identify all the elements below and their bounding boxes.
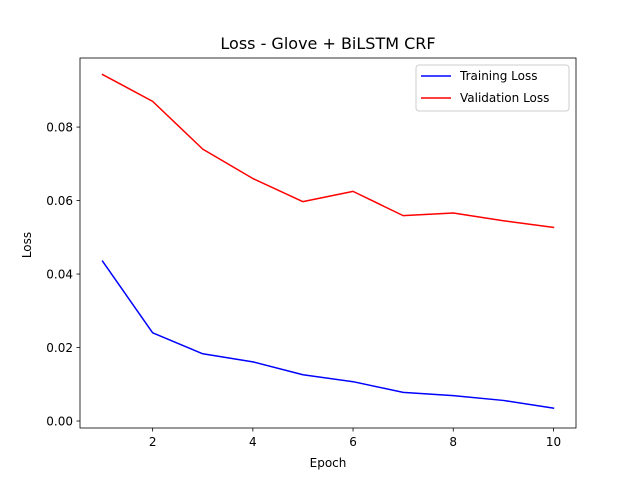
series-line-validation-loss: [101, 73, 555, 229]
x-tick-label: 4: [249, 435, 257, 449]
x-tick-label: 8: [449, 435, 457, 449]
plot-frame: [79, 57, 577, 429]
plot-series: [101, 73, 555, 410]
y-tick-label: 0.02: [46, 341, 73, 355]
x-tick-label: 2: [149, 435, 157, 449]
x-tick-label: 6: [349, 435, 357, 449]
y-axis-ticks: 0.00 0.02 0.04 0.06 0.08: [46, 121, 80, 429]
y-axis-label: Loss: [20, 232, 34, 258]
legend: Training Loss Validation Loss: [415, 64, 570, 112]
y-tick-label: 0.00: [46, 415, 73, 429]
legend-label-training-loss: Training Loss: [459, 69, 537, 83]
y-tick-label: 0.06: [46, 194, 73, 208]
x-tick-label: 10: [546, 435, 561, 449]
legend-box: [415, 64, 570, 112]
chart-title: Loss - Glove + BiLSTM CRF: [220, 34, 435, 53]
y-tick-label: 0.08: [46, 121, 73, 135]
y-tick-label: 0.04: [46, 268, 73, 282]
series-line-training-loss: [101, 260, 555, 410]
x-axis-ticks: 2 4 6 8 10: [149, 428, 561, 449]
legend-label-validation-loss: Validation Loss: [460, 91, 549, 105]
x-axis-label: Epoch: [310, 456, 347, 470]
